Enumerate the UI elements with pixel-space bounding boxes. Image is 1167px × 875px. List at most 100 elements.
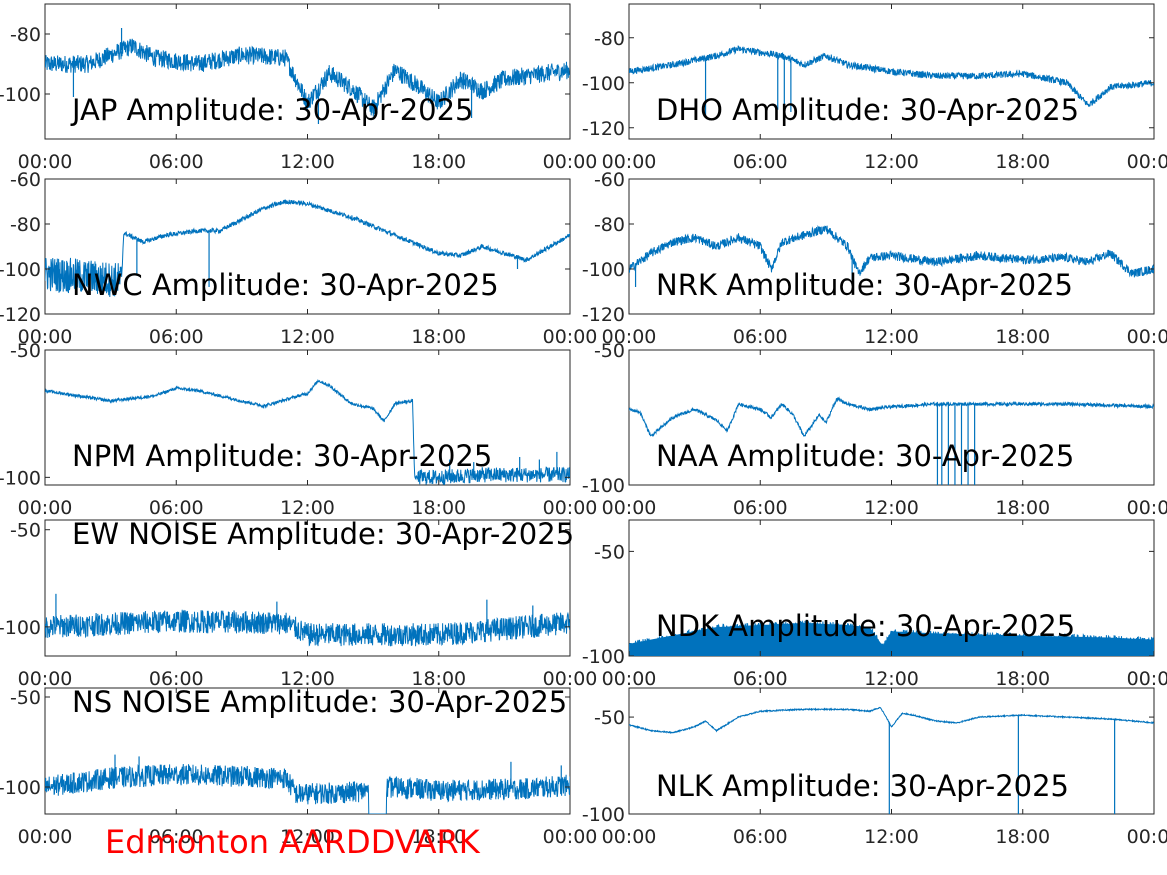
x-tick-label: 12:00 — [864, 326, 919, 348]
x-tick-label: 12:00 — [280, 668, 335, 690]
x-tick-label: 00:00 — [602, 668, 657, 690]
x-tick-label: 12:00 — [280, 326, 335, 348]
signal-line-5 — [629, 396, 1154, 437]
panel-title: NDK Amplitude: 30-Apr-2025 — [656, 609, 1075, 643]
station-footer-label: Edmonton AARDDVARK — [105, 823, 481, 861]
x-tick-label: 06:00 — [149, 826, 204, 848]
x-tick-label: 18:00 — [995, 668, 1050, 690]
y-tick-label: -80 — [10, 214, 41, 236]
x-tick-label: 00:00 — [1127, 151, 1167, 173]
x-tick-label: 00:00 — [602, 497, 657, 519]
x-tick-label: 18:00 — [995, 151, 1050, 173]
x-tick-label: 00:00 — [602, 151, 657, 173]
panel-title: NPM Amplitude: 30-Apr-2025 — [72, 439, 492, 473]
y-tick-label: -50 — [10, 520, 41, 542]
y-tick-label: -120 — [0, 304, 41, 326]
x-tick-label: 18:00 — [411, 497, 466, 519]
panel-0: -80 -100 00:00 06:00 12:00 18:00 00:00 JAP Ampl… — [0, 3, 597, 173]
y-tick-label: -50 — [594, 707, 625, 729]
y-tick-label: -100 — [0, 84, 41, 106]
panel-title: JAP Amplitude: 30-Apr-2025 — [70, 93, 474, 127]
panel-title: EW NOISE Amplitude: 30-Apr-2025 — [72, 517, 574, 551]
panel-8: -50 -100 00:00 06:00 12:00 18:00 00:00 NS NOISE… — [0, 685, 597, 848]
panel-4: -50 -100 00:00 06:00 12:00 18:00 00:00 NPM Ampl… — [0, 340, 597, 519]
x-tick-label: 18:00 — [995, 826, 1050, 848]
signal-line-2 — [45, 199, 570, 298]
x-tick-label: 12:00 — [864, 151, 919, 173]
x-tick-label: 00:00 — [18, 151, 73, 173]
x-tick-label: 06:00 — [733, 151, 788, 173]
x-tick-label: 00:00 — [18, 326, 73, 348]
y-tick-label: -80 — [10, 24, 41, 46]
x-tick-label: 06:00 — [149, 668, 204, 690]
x-tick-label: 00:00 — [602, 326, 657, 348]
y-tick-label: -50 — [594, 541, 625, 563]
y-tick-label: -100 — [582, 475, 625, 497]
y-tick-label: -120 — [582, 118, 625, 140]
x-tick-label: 18:00 — [411, 668, 466, 690]
x-tick-label: 12:00 — [864, 668, 919, 690]
y-tick-label: -60 — [594, 169, 625, 191]
x-tick-label: 00:00 — [543, 668, 598, 690]
x-tick-label: 06:00 — [733, 826, 788, 848]
y-tick-label: -80 — [594, 28, 625, 50]
y-tick-label: -100 — [0, 777, 41, 799]
panel-6: -50 -100 00:00 06:00 12:00 18:00 00:00 EW NOISE… — [0, 517, 597, 690]
signal-fill-7 — [629, 623, 1154, 656]
y-tick-label: -80 — [594, 214, 625, 236]
x-tick-label: 18:00 — [995, 497, 1050, 519]
y-tick-label: -100 — [582, 804, 625, 826]
x-tick-label: 18:00 — [411, 826, 466, 848]
x-tick-label: 06:00 — [149, 151, 204, 173]
panel-title: NS NOISE Amplitude: 30-Apr-2025 — [72, 685, 567, 719]
y-tick-label: -120 — [582, 304, 625, 326]
x-tick-label: 06:00 — [149, 497, 204, 519]
x-tick-label: 06:00 — [733, 668, 788, 690]
x-tick-label: 00:00 — [543, 497, 598, 519]
x-tick-label: 00:00 — [543, 826, 598, 848]
x-tick-label: 12:00 — [280, 826, 335, 848]
x-tick-label: 18:00 — [411, 326, 466, 348]
x-tick-label: 00:00 — [602, 826, 657, 848]
panel-title: NRK Amplitude: 30-Apr-2025 — [656, 268, 1073, 302]
y-tick-label: -100 — [0, 259, 41, 281]
x-tick-label: 00:00 — [1127, 326, 1167, 348]
signal-line-8 — [45, 763, 570, 814]
x-tick-label: 18:00 — [411, 151, 466, 173]
signal-line-0 — [45, 38, 570, 117]
panel-title: NLK Amplitude: 30-Apr-2025 — [656, 769, 1069, 803]
x-tick-label: 18:00 — [995, 326, 1050, 348]
y-tick-label: -100 — [0, 617, 41, 639]
signal-line-1 — [629, 45, 1154, 108]
signal-line-9 — [629, 706, 1154, 735]
x-tick-label: 00:00 — [18, 497, 73, 519]
y-tick-label: -60 — [10, 169, 41, 191]
panel-1: -80 -100 -120 00:00 06:00 12:00 18:00 00:00 DHO … — [582, 3, 1167, 173]
panel-title: NWC Amplitude: 30-Apr-2025 — [72, 268, 499, 302]
y-tick-label: -100 — [582, 73, 625, 95]
x-tick-label: 00:00 — [543, 326, 598, 348]
x-tick-label: 00:00 — [18, 668, 73, 690]
x-tick-label: 12:00 — [864, 826, 919, 848]
y-tick-label: -50 — [594, 340, 625, 362]
x-tick-label: 12:00 — [864, 497, 919, 519]
signal-line-4 — [45, 378, 570, 485]
x-tick-label: 00:00 — [1127, 497, 1167, 519]
signal-line-3 — [629, 225, 1154, 278]
x-tick-label: 00:00 — [1127, 826, 1167, 848]
y-tick-label: -100 — [582, 646, 625, 668]
y-tick-label: -100 — [0, 467, 41, 489]
y-tick-label: -50 — [10, 340, 41, 362]
y-tick-label: -50 — [10, 687, 41, 709]
panel-title: DHO Amplitude: 30-Apr-2025 — [656, 93, 1079, 127]
x-tick-label: 06:00 — [149, 326, 204, 348]
x-tick-label: 00:00 — [18, 826, 73, 848]
x-tick-label: 00:00 — [1127, 668, 1167, 690]
